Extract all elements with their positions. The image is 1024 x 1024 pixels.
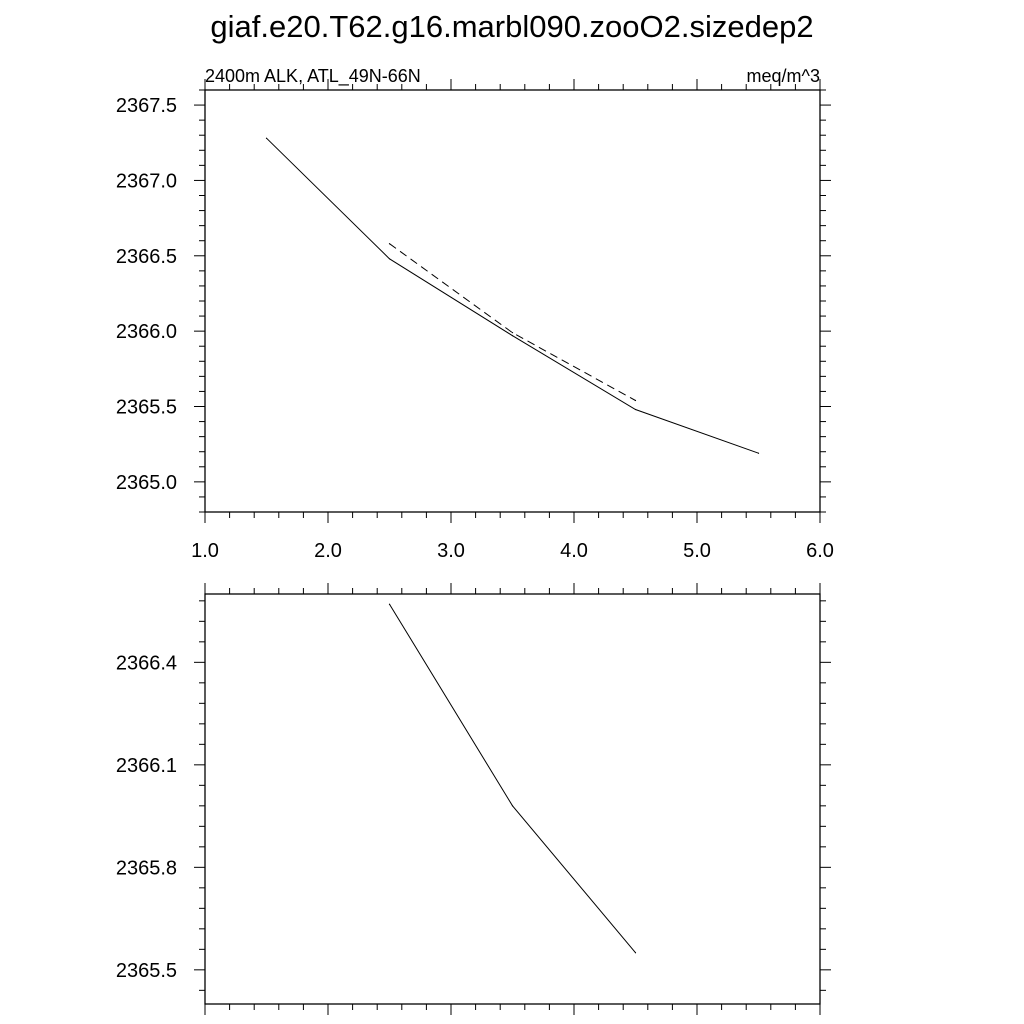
y-tick-label: 2365.5 (116, 960, 177, 982)
data-point (757, 452, 760, 454)
data-point (511, 332, 514, 334)
series-line-2 (389, 243, 636, 401)
plot-units-label: meq/m^3 (747, 66, 820, 86)
data-point (511, 335, 514, 337)
data-point (388, 603, 391, 605)
y-tick-label: 2365.0 (116, 472, 177, 494)
data-point (265, 137, 268, 139)
series-line-1 (266, 137, 759, 454)
y-tick-label: 2366.4 (116, 652, 177, 674)
y-tick-label: 2366.1 (116, 755, 177, 777)
plot-bottom: 2365.5 2365.8 2366.1 2366.4 (116, 583, 831, 1015)
data-point (511, 805, 514, 807)
data-point (388, 258, 391, 260)
y-tick-label: 2367.0 (116, 170, 177, 192)
y-tick-label: 2365.8 (116, 857, 177, 879)
series-line-1 (389, 603, 636, 954)
x-tick-label: 6.0 (806, 540, 834, 562)
plot-top: 2400m ALK, ATL_49N-66N meq/m^3 1.0 2.0 3.0 4.… (116, 66, 834, 562)
x-tick-label: 2.0 (314, 540, 342, 562)
page-title: giaf.e20.T62.g16.marbl090.zooO2.sizedep2 (210, 9, 813, 44)
data-point (634, 952, 637, 954)
y-tick-label: 2366.0 (116, 321, 177, 343)
plot-frame (204, 593, 821, 1005)
y-tick-label: 2367.5 (116, 95, 177, 117)
y-tick-label: 2365.5 (116, 397, 177, 419)
data-point (634, 408, 637, 411)
x-tick-label: 4.0 (560, 540, 588, 562)
data-point (388, 243, 391, 245)
x-tick-label: 3.0 (437, 540, 465, 562)
x-tick-label: 1.0 (191, 540, 219, 562)
x-tick-label: 5.0 (683, 540, 711, 562)
plot-frame (204, 89, 821, 513)
y-tick-label: 2366.5 (116, 246, 177, 268)
plot-left-label: 2400m ALK, ATL_49N-66N (205, 66, 421, 87)
data-point (634, 399, 637, 402)
